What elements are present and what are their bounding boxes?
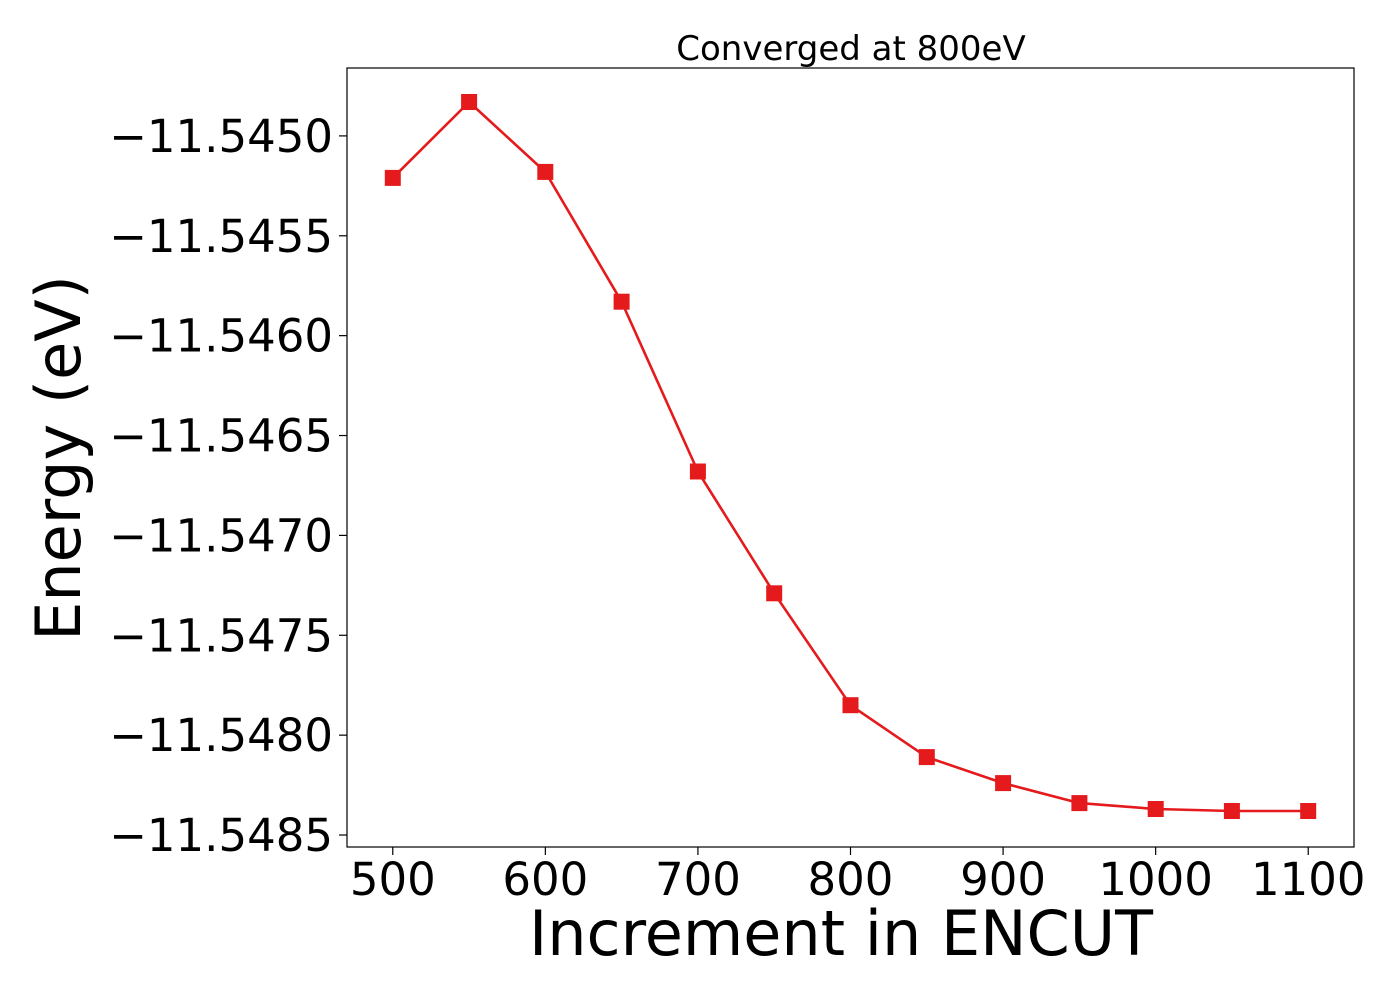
x-axis-label: Increment in ENCUT xyxy=(529,897,1154,970)
data-point xyxy=(461,94,478,110)
x-tick-label: 600 xyxy=(502,853,588,906)
data-point xyxy=(613,293,630,310)
x-tick-label: 1000 xyxy=(1098,853,1213,906)
x-tick-label: 700 xyxy=(655,853,741,906)
y-axis: −11.5450 −11.5455 −11.5460 −11.5465 −11.5470… xyxy=(109,110,347,862)
y-tick-label: −11.5450 xyxy=(109,110,333,163)
data-point xyxy=(1223,803,1240,819)
data-point xyxy=(1300,803,1317,819)
data-point xyxy=(1071,795,1088,812)
x-tick-label: 900 xyxy=(960,853,1046,906)
plot-area xyxy=(346,67,1355,848)
data-point xyxy=(384,169,401,186)
data-point xyxy=(842,697,859,714)
data-point xyxy=(766,585,783,602)
y-tick-label: −11.5475 xyxy=(109,609,333,662)
x-tick-label: 1100 xyxy=(1251,853,1366,906)
data-point xyxy=(1147,801,1164,817)
y-tick-label: −11.5465 xyxy=(109,410,333,463)
data-point xyxy=(689,463,706,480)
series-layer xyxy=(384,94,1317,819)
y-tick-label: −11.5485 xyxy=(109,809,333,862)
data-point xyxy=(537,163,554,180)
data-point xyxy=(918,749,935,766)
x-tick-label: 800 xyxy=(808,853,894,906)
x-axis: 500 600 700 800 900 1000 1100 xyxy=(350,847,1366,906)
x-tick-label: 500 xyxy=(350,853,436,906)
y-tick-label: −11.5470 xyxy=(109,509,333,562)
data-point xyxy=(995,775,1012,792)
y-tick-label: −11.5455 xyxy=(109,210,333,263)
y-axis-label: Energy (eV) xyxy=(22,275,95,641)
y-tick-label: −11.5460 xyxy=(109,310,333,363)
y-tick-label: −11.5480 xyxy=(109,709,333,762)
chart-title: Converged at 800eV xyxy=(676,29,1025,69)
